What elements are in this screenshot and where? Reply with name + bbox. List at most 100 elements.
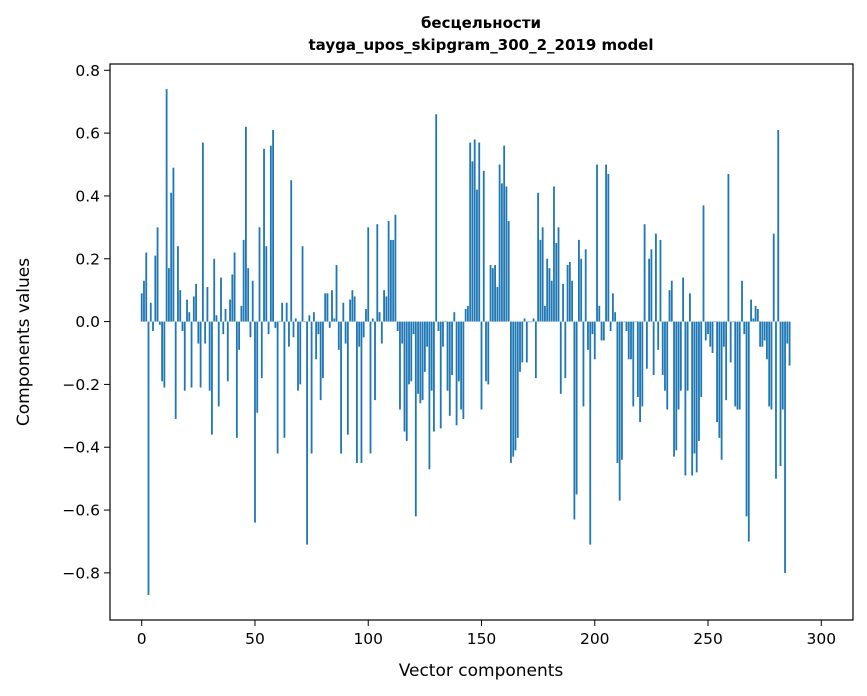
- bar: [442, 321, 444, 347]
- bar: [641, 321, 644, 407]
- bar: [761, 321, 764, 347]
- bar: [634, 321, 637, 323]
- y-tick-label: −0.6: [62, 502, 100, 520]
- bar: [285, 302, 288, 322]
- bar: [623, 321, 626, 323]
- bar: [389, 239, 392, 322]
- bar: [754, 305, 757, 322]
- bar: [460, 321, 463, 410]
- bar: [197, 321, 200, 344]
- bar: [358, 321, 361, 347]
- bar: [519, 321, 521, 372]
- bar: [471, 161, 474, 322]
- bar: [593, 321, 596, 360]
- bar: [195, 283, 197, 322]
- bar: [312, 312, 315, 322]
- bar: [532, 318, 535, 322]
- bar: [682, 277, 685, 322]
- bar: [732, 321, 734, 323]
- bar: [392, 239, 395, 322]
- y-axis: −0.8 −0.6 −0.4 −0.2 0.0 0.2 0.4 0.6 0.8: [62, 62, 110, 582]
- bar: [500, 183, 503, 322]
- x-tick-label: 200: [580, 630, 610, 648]
- bar: [367, 227, 370, 322]
- bar: [324, 293, 327, 322]
- bar: [464, 309, 467, 322]
- bar: [512, 321, 515, 457]
- bar: [417, 321, 419, 394]
- bar: [351, 290, 354, 322]
- bar: [258, 227, 261, 322]
- bar: [399, 321, 401, 410]
- bar: [430, 321, 433, 391]
- bar: [598, 305, 601, 322]
- bar: [310, 321, 313, 454]
- bar: [539, 239, 542, 322]
- bar: [186, 299, 188, 322]
- bar: [242, 239, 245, 322]
- bar: [747, 321, 750, 542]
- bar: [222, 321, 225, 335]
- bar: [476, 189, 478, 322]
- y-axis-label: Components values: [14, 258, 34, 426]
- bar: [344, 321, 347, 344]
- bar: [229, 299, 231, 322]
- bar: [655, 233, 657, 322]
- bar: [546, 258, 549, 322]
- bar: [779, 321, 782, 467]
- bar: [525, 321, 528, 363]
- y-tick-label: −0.8: [62, 564, 100, 582]
- bar: [702, 205, 705, 322]
- bar: [260, 321, 263, 379]
- bar: [374, 321, 376, 401]
- bar: [523, 318, 526, 322]
- bar: [659, 239, 662, 322]
- bar: [788, 321, 791, 366]
- bar: [650, 249, 653, 322]
- bar: [297, 321, 299, 391]
- bar: [756, 309, 759, 322]
- bar: [360, 321, 363, 463]
- bar: [349, 299, 352, 322]
- bar: [482, 170, 485, 322]
- bar: [224, 309, 227, 322]
- bar: [206, 287, 209, 322]
- bar: [700, 321, 703, 397]
- bar: [192, 296, 195, 322]
- bar: [582, 321, 585, 407]
- bar: [725, 321, 728, 401]
- bar: [301, 246, 304, 322]
- bar: [752, 318, 755, 322]
- chart-subtitle: tayga_upos_skipgram_300_2_2019 model: [309, 36, 654, 54]
- bar: [254, 321, 256, 523]
- bar: [238, 321, 241, 350]
- bar: [741, 280, 743, 322]
- bar: [537, 192, 540, 322]
- bar: [550, 280, 553, 322]
- x-tick-label: 300: [806, 630, 836, 648]
- bar: [514, 321, 517, 451]
- bar: [181, 321, 184, 331]
- bar: [670, 280, 673, 322]
- bar: [233, 252, 236, 322]
- bar: [657, 321, 660, 350]
- bar: [722, 321, 725, 347]
- bar: [306, 321, 308, 545]
- bar: [172, 167, 175, 322]
- bar: [507, 221, 510, 322]
- bar: [426, 321, 429, 347]
- bar: [263, 148, 265, 322]
- bar: [763, 321, 766, 341]
- bar: [645, 321, 648, 369]
- bar: [410, 321, 413, 382]
- bar: [462, 321, 465, 419]
- bar: [421, 321, 424, 401]
- bar: [294, 318, 297, 322]
- bar: [596, 164, 598, 322]
- bar: [489, 265, 492, 322]
- bar: [333, 318, 336, 322]
- bar: [433, 321, 435, 432]
- bar: [695, 321, 698, 473]
- bar: [611, 293, 614, 322]
